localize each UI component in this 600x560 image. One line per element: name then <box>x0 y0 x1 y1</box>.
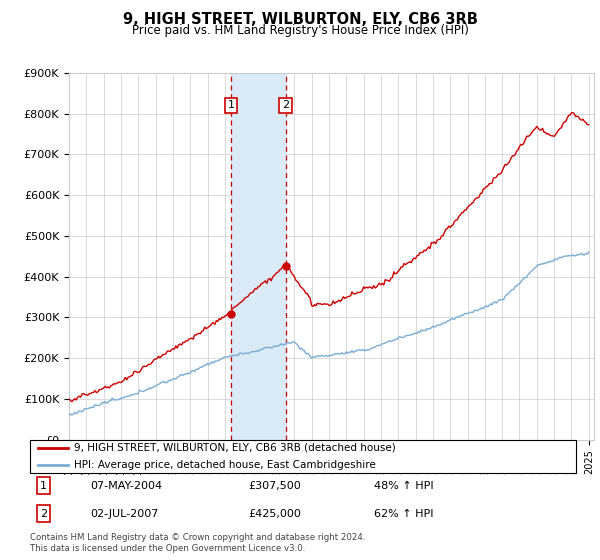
Text: £425,000: £425,000 <box>248 508 301 519</box>
Text: 48% ↑ HPI: 48% ↑ HPI <box>374 480 434 491</box>
Text: HPI: Average price, detached house, East Cambridgeshire: HPI: Average price, detached house, East… <box>74 460 376 470</box>
Text: Contains HM Land Registry data © Crown copyright and database right 2024.
This d: Contains HM Land Registry data © Crown c… <box>30 533 365 553</box>
Text: 9, HIGH STREET, WILBURTON, ELY, CB6 3RB (detached house): 9, HIGH STREET, WILBURTON, ELY, CB6 3RB … <box>74 443 395 453</box>
Bar <box>231 73 286 440</box>
Text: 1: 1 <box>227 100 235 110</box>
Text: 2: 2 <box>282 100 289 110</box>
Text: 9, HIGH STREET, WILBURTON, ELY, CB6 3RB: 9, HIGH STREET, WILBURTON, ELY, CB6 3RB <box>122 12 478 27</box>
FancyBboxPatch shape <box>30 440 576 473</box>
Text: Price paid vs. HM Land Registry's House Price Index (HPI): Price paid vs. HM Land Registry's House … <box>131 24 469 37</box>
Text: 2: 2 <box>40 508 47 519</box>
Text: 62% ↑ HPI: 62% ↑ HPI <box>374 508 433 519</box>
Text: 1: 1 <box>40 480 47 491</box>
Text: 07-MAY-2004: 07-MAY-2004 <box>90 480 162 491</box>
Text: 02-JUL-2007: 02-JUL-2007 <box>90 508 158 519</box>
Text: £307,500: £307,500 <box>248 480 301 491</box>
